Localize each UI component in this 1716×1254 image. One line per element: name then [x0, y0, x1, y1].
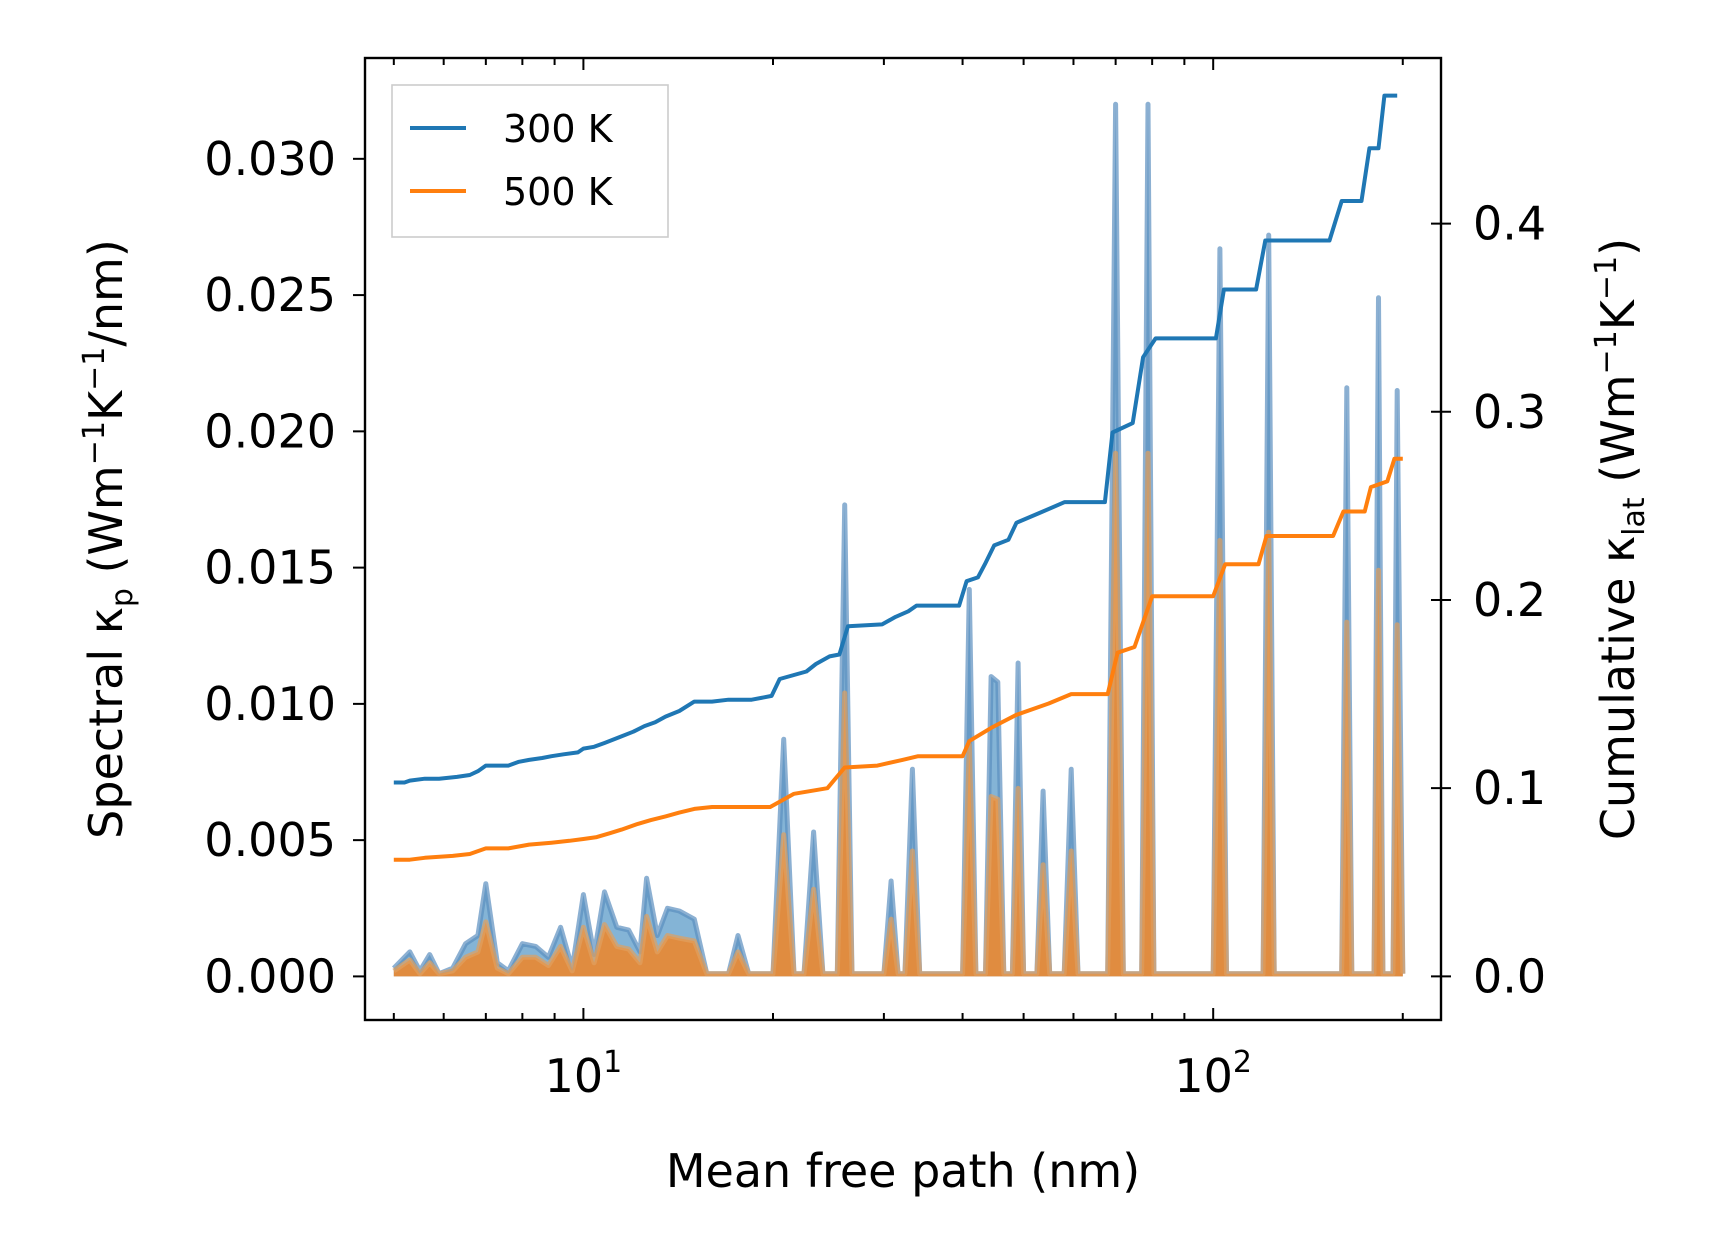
left-y-tick-label: 0.030 [204, 132, 336, 186]
x-tick-label-base: 10 [1174, 1049, 1233, 1103]
line-layer [393, 93, 1403, 862]
right-axis-title-mid2: K [1591, 298, 1645, 330]
left-y-tick-label: 0.015 [204, 541, 336, 595]
right-axis-title-sup1: −1 [1589, 330, 1624, 374]
x-tick-label-base: 10 [545, 1049, 604, 1103]
left-axis-title-sub: p [105, 588, 140, 607]
x-tick-label: 102 [1174, 1045, 1252, 1103]
left-axis-title-pre: Spectral κ [79, 607, 133, 839]
x-tick-label: 101 [545, 1045, 623, 1103]
x-tick-label-exp: 2 [1233, 1045, 1252, 1080]
left-axis-title-mid2: K [79, 389, 133, 421]
right-axis-title-mid: (Wm [1591, 374, 1645, 497]
right-y-tick-label: 0.3 [1473, 385, 1546, 439]
left-axis-title-mid: (Wm [79, 465, 133, 588]
right-axis-title-post: ) [1591, 238, 1645, 256]
legend-box [391, 84, 669, 238]
left-axis-title-sup1: −1 [77, 421, 112, 465]
right-axis-title-sup2: −1 [1589, 256, 1624, 300]
x-axis-title: Mean free path (nm) [666, 1144, 1140, 1198]
spectral-fill-layer [392, 101, 1406, 977]
right-y-tick-label: 0.0 [1473, 949, 1546, 1003]
x-axis: 101 102 [392, 58, 1404, 1103]
legend-label-300k: 300 K [503, 107, 614, 151]
right-y-tick-label: 0.4 [1473, 197, 1546, 251]
right-axis-title: Cumulative κlat (Wm−1K−1) [1589, 238, 1652, 840]
spectral-line-500k [392, 450, 1406, 977]
left-y-axis: 0.000 0.005 0.010 0.015 0.020 0.025 0.030 [204, 132, 365, 1003]
legend: 300 K 500 K [391, 84, 669, 238]
right-y-tick-label: 0.2 [1473, 573, 1546, 627]
left-y-tick-label: 0.005 [204, 813, 336, 867]
left-axis-title: Spectral κp (Wm−1K−1/nm) [77, 239, 140, 839]
cumulative-line-500k [393, 456, 1403, 862]
left-y-tick-label: 0.025 [204, 268, 336, 322]
plot-frame [363, 56, 1443, 1022]
left-y-tick-label: 0.010 [204, 677, 336, 731]
right-y-axis: 0.0 0.1 0.2 0.3 0.4 [1431, 197, 1546, 1003]
right-y-tick-label: 0.1 [1473, 761, 1546, 815]
x-tick-label-exp: 1 [603, 1045, 622, 1080]
cumulative-line-300k [393, 93, 1398, 785]
left-axis-title-sup2: −1 [77, 347, 112, 391]
left-y-tick-label: 0.020 [204, 404, 336, 458]
legend-label-500k: 500 K [503, 170, 614, 214]
left-axis-title-post: /nm) [79, 239, 133, 346]
right-axis-title-pre: Cumulative κ [1591, 536, 1645, 840]
right-axis-title-sub: lat [1617, 497, 1652, 536]
left-y-tick-label: 0.000 [204, 949, 336, 1003]
